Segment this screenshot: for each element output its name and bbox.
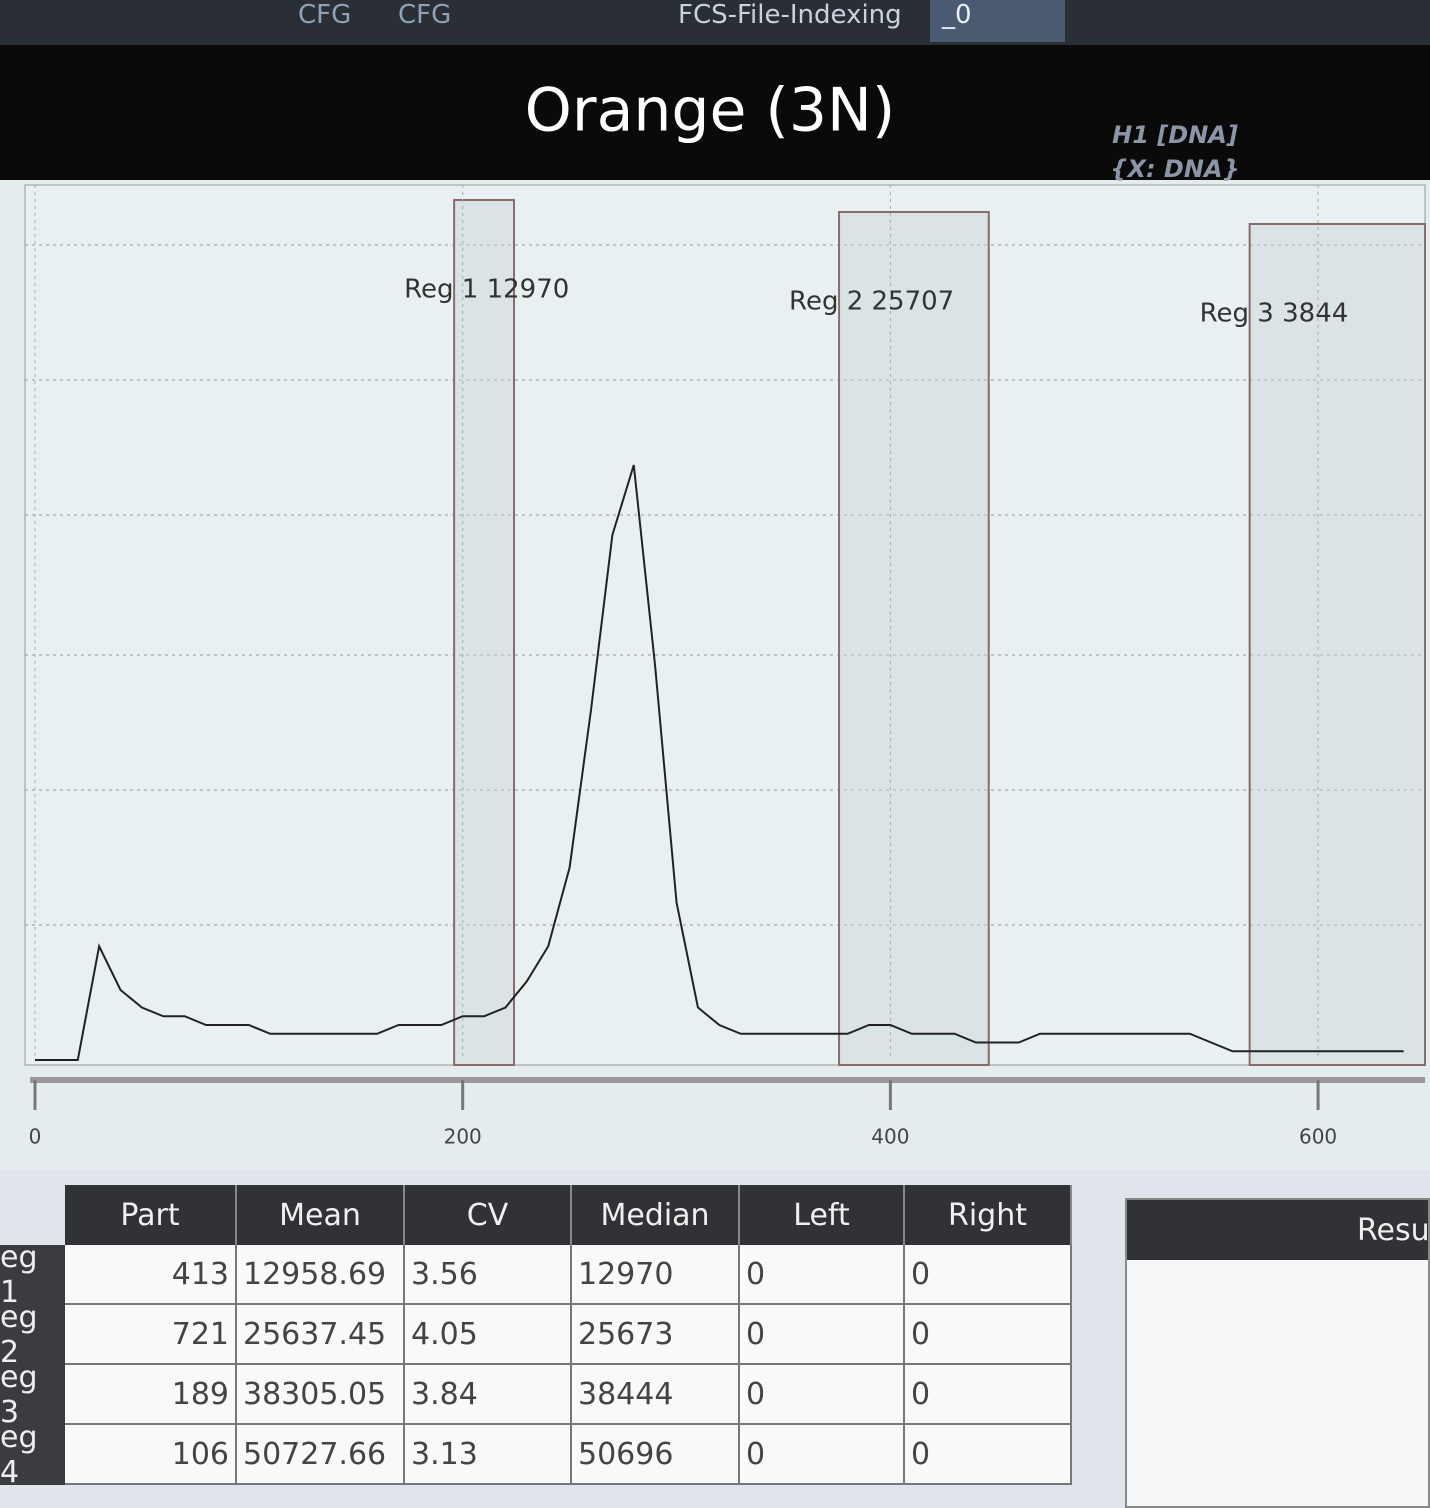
region	[1248, 223, 1426, 1066]
h-grid	[25, 244, 1425, 926]
table-cell: 38444	[572, 1365, 740, 1425]
table-cell: 0	[905, 1305, 1072, 1365]
chart: Orange (3N) H1 [DNA] {X: DNA} Reg 1 1297…	[0, 0, 1430, 1149]
row-label: eg 3	[0, 1360, 65, 1430]
table-cell: 12970	[572, 1245, 740, 1305]
plot-name: H1 [DNA]	[1112, 121, 1238, 149]
region-label: Reg 1 12970	[404, 275, 569, 305]
table-cell: 4.05	[405, 1305, 572, 1365]
table-cell: 0	[740, 1245, 905, 1305]
x-tick-label: 600	[1299, 1125, 1337, 1149]
results-header: Resu	[1127, 1200, 1430, 1260]
row-label: eg 2	[0, 1300, 65, 1370]
row-label: eg 1	[0, 1240, 65, 1310]
region	[838, 211, 990, 1066]
column-header: Right	[905, 1185, 1072, 1245]
table-cell: 0	[740, 1425, 905, 1485]
table-cell: 12958.69	[237, 1245, 405, 1305]
table-cell: 3.84	[405, 1365, 572, 1425]
results-panel: Resu	[1125, 1198, 1430, 1508]
table-cell: 413	[65, 1245, 237, 1305]
table-cell: 3.13	[405, 1425, 572, 1485]
column-header: Mean	[237, 1185, 405, 1245]
column-header: Left	[740, 1185, 905, 1245]
column-header: CV	[405, 1185, 572, 1245]
row-label: eg 4	[0, 1420, 65, 1490]
title-bar	[0, 45, 1430, 180]
toolbar-item[interactable]: _0	[942, 0, 972, 30]
table-cell: 3.56	[405, 1245, 572, 1305]
x-tick-label: 0	[29, 1125, 42, 1149]
table-cell: 0	[740, 1365, 905, 1425]
toolbar-item[interactable]: FCS-File-Indexing	[678, 0, 902, 30]
axis-name: {X: DNA}	[1110, 155, 1239, 183]
x-tick-label: 200	[444, 1125, 482, 1149]
table-cell: 25673	[572, 1305, 740, 1365]
table-cell: 38305.05	[237, 1365, 405, 1425]
table-cell: 106	[65, 1425, 237, 1485]
table-cell: 721	[65, 1305, 237, 1365]
x-tick-label: 400	[871, 1125, 909, 1149]
table-cell: 0	[905, 1425, 1072, 1485]
title: Orange (3N)	[525, 76, 896, 146]
table-cell: 189	[65, 1365, 237, 1425]
table-cell: 0	[905, 1365, 1072, 1425]
toolbar-item[interactable]: CFG	[398, 0, 452, 30]
region-label: Reg 2 25707	[789, 287, 954, 317]
table-cell: 50696	[572, 1425, 740, 1485]
plot-area	[24, 184, 1426, 1066]
table-cell: 25637.45	[237, 1305, 405, 1365]
toolbar-bg	[0, 0, 1430, 45]
column-header: Median	[572, 1185, 740, 1245]
input-box	[930, 0, 1065, 42]
table-cell: 0	[905, 1245, 1072, 1305]
toolbar-item[interactable]: CFG	[298, 0, 352, 30]
region	[453, 199, 516, 1066]
table-cell: 50727.66	[237, 1425, 405, 1485]
region-label: Reg 3 3844	[1200, 299, 1349, 329]
table-cell: 0	[740, 1305, 905, 1365]
histogram-line	[35, 464, 1404, 1061]
column-header: Part	[65, 1185, 237, 1245]
